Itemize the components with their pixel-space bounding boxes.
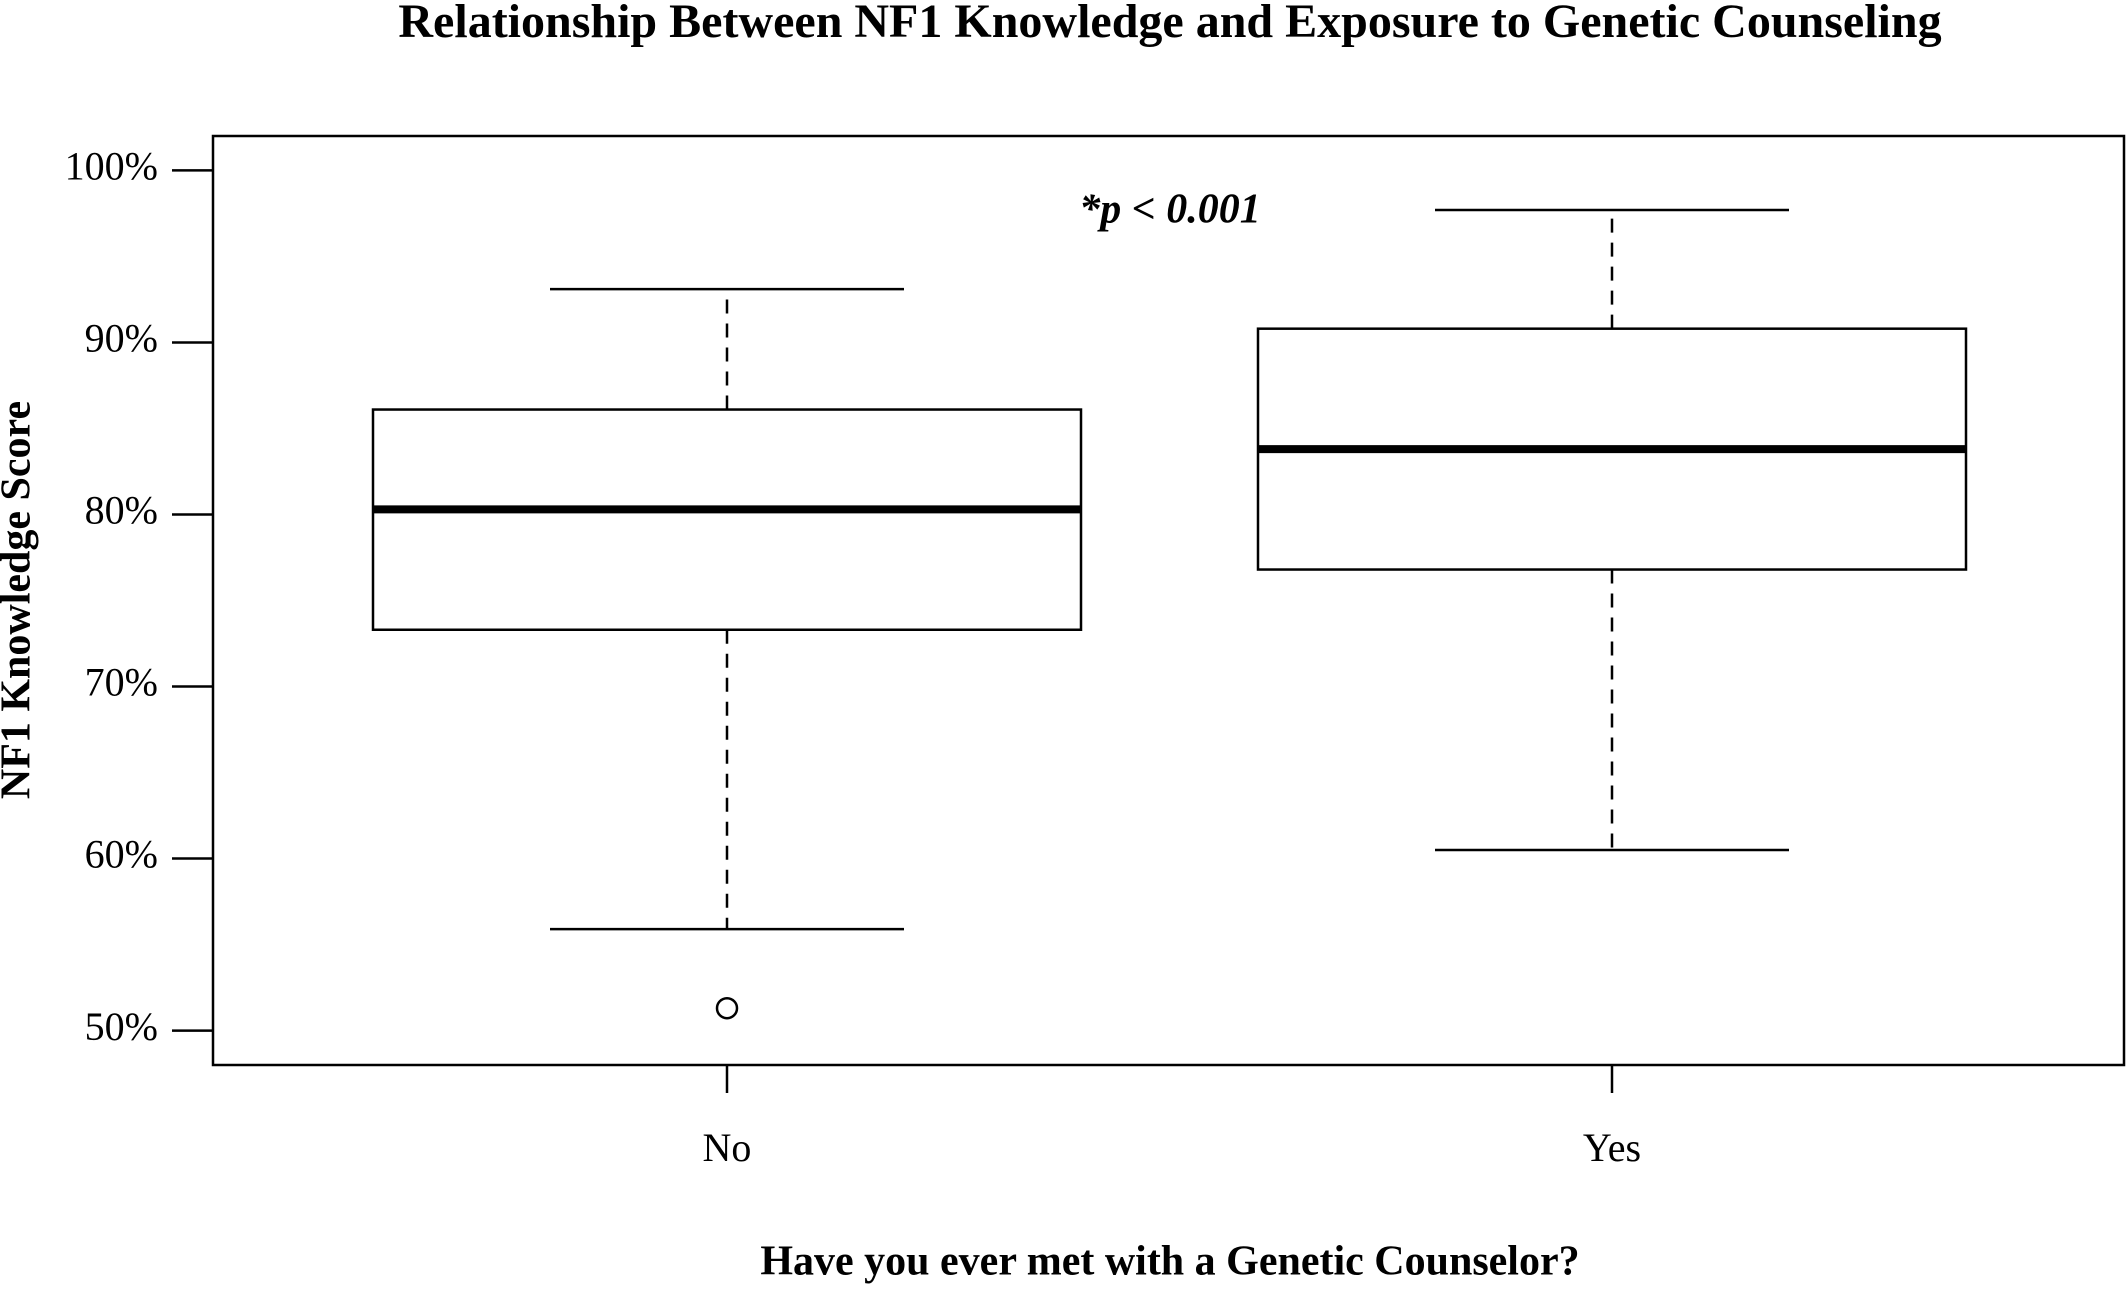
annotation: *p < 0.001 xyxy=(1079,187,1260,233)
chart-title: Relationship Between NF1 Knowledge and E… xyxy=(398,0,1941,48)
x-tick-label: Yes xyxy=(1583,1125,1641,1170)
y-tick-label: 80% xyxy=(85,488,158,533)
y-tick-label: 60% xyxy=(85,832,158,877)
y-tick-label: 100% xyxy=(65,144,158,189)
y-tick-label: 90% xyxy=(85,316,158,361)
y-axis-label: NF1 Knowledge Score xyxy=(0,401,40,799)
y-tick-label: 50% xyxy=(85,1004,158,1049)
box xyxy=(371,408,1083,631)
x-axis-label: Have you ever met with a Genetic Counsel… xyxy=(760,1239,1579,1285)
outlier xyxy=(715,996,739,1020)
y-tick-label: 70% xyxy=(85,660,158,705)
x-tick-label: No xyxy=(703,1125,752,1170)
plot-frame xyxy=(211,134,2126,1067)
